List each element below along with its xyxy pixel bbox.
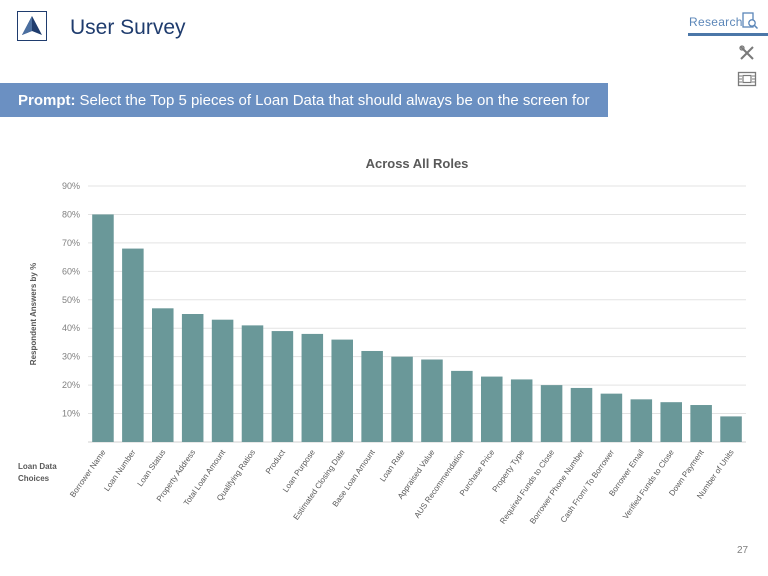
prompt-text: Select the Top 5 pieces of Loan Data tha… <box>79 91 590 109</box>
x-tick-label: Loan Rate <box>378 448 407 484</box>
bar <box>241 325 264 442</box>
x-tick-label: Cash From/ To Borrower <box>559 448 616 525</box>
x-axis-label: Loan Data Choices <box>18 462 57 483</box>
y-tick-label: 90% <box>62 181 80 191</box>
bar <box>600 393 623 442</box>
y-tick-label: 20% <box>62 380 80 390</box>
bar <box>361 350 383 442</box>
bar <box>481 376 503 442</box>
y-tick-label: 80% <box>62 209 80 219</box>
bar <box>271 331 294 442</box>
chart-title: Across All Roles <box>366 156 469 171</box>
y-tick-label: 30% <box>62 352 80 362</box>
bar <box>122 248 144 442</box>
x-tick-label: Borrower Phone Number <box>528 448 586 526</box>
bar <box>301 333 324 442</box>
bar <box>720 416 742 442</box>
document-search-icon[interactable] <box>741 12 759 35</box>
prompt-banner: Prompt: Select the Top 5 pieces of Loan … <box>0 83 608 117</box>
nav-research[interactable]: Research <box>689 15 743 29</box>
y-tick-label: 40% <box>62 323 80 333</box>
x-tick-label: Verified Funds to Close <box>621 448 676 521</box>
y-tick-label: 70% <box>62 238 80 248</box>
page-title: User Survey <box>70 16 186 39</box>
bar <box>660 402 682 442</box>
bar <box>510 379 533 442</box>
company-logo <box>17 11 47 41</box>
bar <box>152 308 174 442</box>
bar <box>92 214 114 442</box>
y-tick-label: 50% <box>62 295 80 305</box>
bar <box>451 370 473 442</box>
bar <box>211 319 234 442</box>
y-tick-label: 10% <box>62 409 80 419</box>
y-axis-label: Respondent Answers by % <box>29 263 38 365</box>
bar <box>391 356 413 442</box>
nav-active-underline <box>688 33 768 36</box>
tools-icon[interactable] <box>738 44 756 67</box>
x-tick-label: Loan Number <box>102 448 137 493</box>
bar <box>331 339 353 442</box>
bar <box>181 314 204 442</box>
page-number: 27 <box>737 545 749 556</box>
x-tick-label: Product <box>264 447 288 475</box>
x-tick-label: Loan Status <box>136 448 168 488</box>
film-icon[interactable] <box>737 71 757 92</box>
triangle-logo-icon <box>22 16 42 35</box>
bar <box>690 405 712 442</box>
bar <box>570 387 593 442</box>
bar <box>421 359 443 442</box>
x-tick-label: Required Funds to Close <box>498 448 556 526</box>
bar <box>630 399 653 442</box>
y-tick-label: 60% <box>62 266 80 276</box>
prompt-label: Prompt: <box>18 91 76 109</box>
bar <box>540 385 563 442</box>
x-tick-label: Estimated Closing Date <box>292 448 348 522</box>
